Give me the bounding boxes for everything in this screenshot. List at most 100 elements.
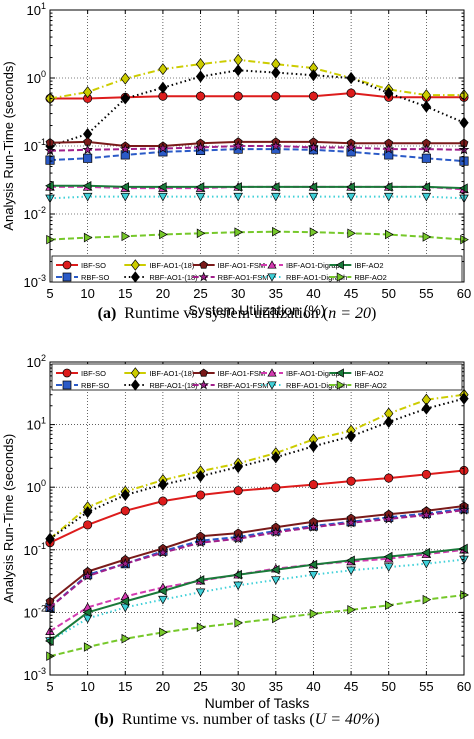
series-line bbox=[49, 558, 465, 642]
x-tick-label: 40 bbox=[306, 286, 320, 301]
legend-marker bbox=[198, 271, 209, 282]
data-point bbox=[195, 470, 206, 483]
x-tick-label: 25 bbox=[193, 679, 207, 694]
legend-item-rbf-ao1-digraph: RBF-AO1-Digraph bbox=[261, 381, 347, 390]
data-point bbox=[157, 547, 169, 558]
data-point bbox=[346, 555, 355, 566]
caption-a-math: n = 20 bbox=[328, 305, 372, 322]
legend-item-ibf-so: IBF-SO bbox=[56, 260, 106, 270]
y-tick-label: 100 bbox=[27, 69, 46, 86]
data-point bbox=[158, 192, 168, 202]
y-tick-label: 10-3 bbox=[24, 666, 46, 683]
legend-marker bbox=[198, 379, 209, 390]
data-point bbox=[195, 192, 206, 202]
data-point bbox=[270, 182, 280, 192]
legend-label: IBF-AO2 bbox=[354, 369, 383, 378]
series-line bbox=[49, 145, 465, 152]
data-point bbox=[233, 182, 242, 192]
data-point bbox=[159, 229, 168, 240]
series-rbf-ao1-fsm bbox=[44, 140, 470, 156]
data-point bbox=[120, 92, 130, 105]
data-point bbox=[233, 581, 243, 591]
series-ibf-ao1-fsm bbox=[45, 501, 469, 606]
caption-b: (b) Runtime vs. number of tasks (U = 40%) bbox=[0, 711, 474, 729]
legend-marker bbox=[62, 368, 72, 378]
y-tick-label: 101 bbox=[27, 1, 46, 18]
data-point bbox=[271, 576, 281, 585]
x-tick-label: 5 bbox=[46, 679, 53, 694]
legend-label: RBF-AO1-(18) bbox=[149, 381, 198, 390]
data-point bbox=[158, 595, 168, 605]
y-tick-label: 10-2 bbox=[24, 603, 46, 620]
caption-b-label: (b) bbox=[94, 711, 114, 728]
legend-marker bbox=[267, 273, 277, 282]
legend-marker bbox=[199, 368, 208, 377]
data-point bbox=[121, 633, 131, 644]
data-point bbox=[271, 66, 281, 79]
data-point bbox=[271, 91, 281, 101]
series-rbf-ao2 bbox=[46, 226, 469, 245]
series-line bbox=[49, 594, 465, 658]
legend: IBF-SO RBF-SO IBF-AO1-(18) RBF-AO1-(18) IBF-… bbox=[51, 363, 463, 391]
data-point bbox=[157, 142, 169, 154]
data-point bbox=[83, 520, 93, 530]
data-point bbox=[346, 88, 356, 98]
legend: IBF-SO RBF-SO IBF-AO1-(18) RBF-AO1-(18) IBF-… bbox=[51, 255, 463, 283]
data-point bbox=[121, 231, 131, 242]
x-tick-label: 40 bbox=[306, 679, 320, 694]
data-point bbox=[345, 517, 357, 528]
data-point bbox=[232, 140, 244, 151]
data-point bbox=[422, 594, 432, 605]
series-line bbox=[49, 230, 465, 241]
legend-item-rbf-ao1-digraph: RBF-AO1-Digraph bbox=[261, 273, 347, 282]
legend-marker bbox=[335, 368, 344, 378]
series-line bbox=[49, 505, 465, 603]
data-point bbox=[421, 469, 431, 479]
series-rbf-ao1-fsm bbox=[44, 504, 470, 613]
legend-item-ibf-ao1-digraph: IBF-AO1-Digraph bbox=[261, 260, 344, 270]
data-point bbox=[308, 91, 319, 101]
legend-label: IBF-SO bbox=[81, 261, 106, 270]
data-point bbox=[158, 63, 168, 76]
data-point bbox=[420, 143, 432, 154]
legend-marker bbox=[267, 381, 277, 390]
y-tick-label: 10-2 bbox=[24, 205, 46, 222]
legend-item-ibf-ao1-18: IBF-AO1-(18) bbox=[124, 367, 195, 379]
series-ibf-ao1-fsm bbox=[45, 137, 469, 150]
x-tick-label: 5 bbox=[46, 286, 53, 301]
legend-item-rbf-ao1-fsm: RBF-AO1-FSM bbox=[192, 271, 269, 282]
data-point bbox=[345, 141, 357, 153]
series-ibf-ao2 bbox=[45, 543, 468, 646]
caption-b-suffix: ) bbox=[374, 711, 380, 728]
series-line bbox=[49, 393, 465, 540]
data-point bbox=[272, 226, 281, 237]
legend-marker bbox=[62, 260, 72, 270]
data-point bbox=[346, 430, 356, 443]
data-point bbox=[82, 192, 93, 202]
data-point bbox=[308, 192, 319, 202]
data-point bbox=[120, 72, 130, 85]
data-point bbox=[82, 180, 92, 191]
series-line bbox=[49, 58, 464, 100]
data-point bbox=[158, 478, 168, 491]
legend-item-rbf-ao1-18: RBF-AO1-(18) bbox=[124, 379, 198, 391]
legend-label: RBF-AO2 bbox=[354, 381, 387, 390]
legend-label: RBF-AO1-Digraph bbox=[286, 381, 347, 390]
legend-label: RBF-AO1-FSM bbox=[218, 381, 269, 390]
data-point bbox=[83, 153, 93, 163]
series-rbf-so bbox=[45, 144, 469, 166]
series-rbf-ao1-18 bbox=[45, 392, 469, 545]
legend-item-ibf-ao1-fsm: IBF-AO1-FSM bbox=[192, 368, 265, 378]
series-line bbox=[49, 547, 465, 642]
legend-item-ibf-so: IBF-SO bbox=[56, 368, 106, 378]
legend-item-ibf-ao2: IBF-AO2 bbox=[329, 368, 384, 378]
legend-label: IBF-AO1-Digraph bbox=[286, 369, 344, 378]
data-point bbox=[195, 91, 206, 101]
data-point bbox=[271, 483, 281, 493]
x-tick-label: 45 bbox=[344, 286, 358, 301]
data-point bbox=[271, 451, 281, 464]
series-rbf-ao2 bbox=[46, 590, 469, 661]
data-point bbox=[383, 551, 393, 562]
data-point bbox=[384, 150, 394, 160]
data-point bbox=[120, 506, 130, 516]
